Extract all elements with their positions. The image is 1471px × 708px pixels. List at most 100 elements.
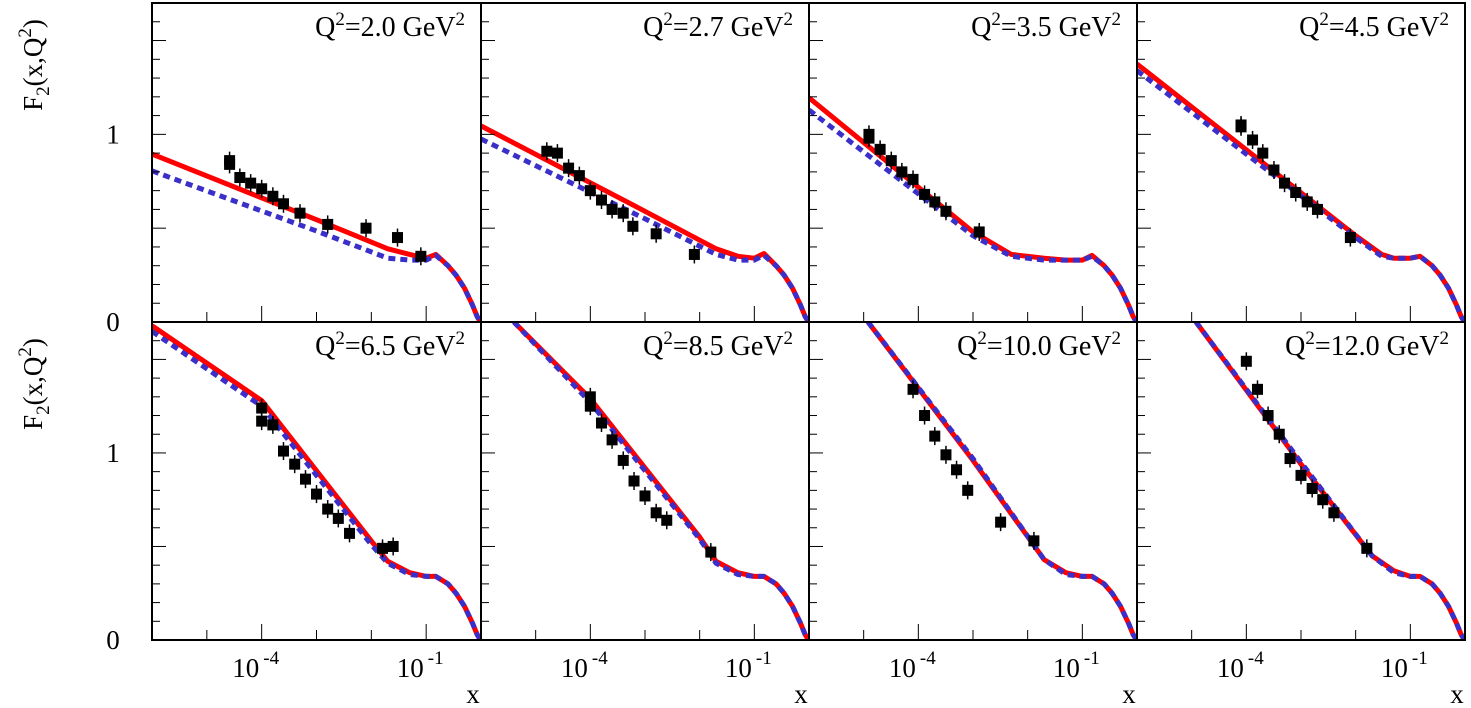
panel-frame [151, 2, 482, 323]
data-point [322, 503, 334, 515]
y-tick-label: 1 [106, 119, 120, 149]
y-tick-label: 1 [106, 438, 120, 468]
plot-area [1193, 322, 1465, 640]
panel-4: Q2=4.5 GeV2 [1136, 2, 1466, 323]
y-ticks [481, 321, 495, 641]
data-point [415, 250, 427, 262]
x-ticks [1136, 624, 1466, 640]
data-point [573, 170, 585, 182]
data-point [1290, 187, 1302, 199]
data-point [256, 402, 268, 414]
x-tick-label: 10 -1 [397, 648, 444, 683]
data-point [289, 458, 301, 470]
plot-area [152, 323, 481, 640]
frames-layer [151, 2, 1466, 641]
data-point [294, 207, 306, 219]
y-ticks [1137, 321, 1151, 641]
panel-q2-label: Q2=8.5 GeV2 [643, 328, 793, 362]
red-curve [152, 323, 481, 640]
blue-dashed-curve [512, 322, 809, 640]
panel-8: Q2=12.0 GeV2 [1136, 321, 1466, 641]
data-point [1284, 453, 1296, 465]
data-point [650, 507, 662, 519]
data-point [661, 514, 673, 526]
panel-2: Q2=2.7 GeV2 [480, 2, 810, 323]
panel-6: Q2=8.5 GeV2 [480, 321, 810, 641]
y-tick-label: 0 [106, 307, 120, 337]
data-point [705, 546, 717, 558]
panel-frame [808, 2, 1138, 323]
x-tick-label: 10 -1 [1381, 648, 1428, 683]
panel-1: Q2=2.0 GeV2 [151, 2, 482, 323]
x-tick-label: 10 -4 [889, 648, 936, 683]
data-point [277, 198, 289, 210]
data-point [322, 218, 334, 230]
x-ticks [151, 624, 482, 640]
red-curve [809, 95, 1137, 322]
plot-area [481, 123, 809, 322]
data-point [907, 173, 919, 185]
data-point [885, 155, 897, 167]
panel-q2-label: Q2=4.5 GeV2 [1299, 9, 1449, 43]
panel-q2-label: Q2=12.0 GeV2 [1285, 328, 1449, 362]
x-tick-label: 10 -1 [1053, 648, 1100, 683]
data-point [299, 473, 311, 485]
red-curve [152, 151, 481, 322]
data-point [1328, 507, 1340, 519]
x-tick-label: 10 -1 [725, 648, 772, 683]
data-point [688, 248, 700, 260]
data-point [332, 512, 344, 524]
data-point [344, 527, 356, 539]
data-point [617, 207, 629, 219]
panel-frame [151, 321, 482, 641]
x-ticks [808, 306, 1138, 322]
y-ticks [809, 2, 823, 323]
data-point [973, 226, 985, 238]
plot-area [866, 322, 1137, 640]
x-axis-label: x [466, 679, 480, 708]
data-point [360, 222, 372, 234]
data-point [1306, 482, 1318, 494]
data-point [907, 383, 919, 395]
data-point [1273, 428, 1285, 440]
x-ticks [1136, 306, 1466, 322]
data-point [1240, 355, 1252, 367]
y-ticks [481, 2, 495, 323]
y-ticks [152, 2, 166, 323]
data-point [1235, 119, 1247, 131]
x-tick-label: 10 -4 [1217, 648, 1264, 683]
plot-area [512, 322, 809, 640]
plot-area [152, 151, 481, 322]
data-point [1257, 147, 1269, 159]
data-point [584, 400, 596, 412]
panel-frame [480, 321, 810, 641]
data-point [256, 183, 268, 195]
y-axis-label: F2(x,Q2) [15, 19, 54, 111]
data-point [595, 417, 607, 429]
data-point [551, 147, 563, 159]
data-point [584, 185, 596, 197]
y-ticks [809, 321, 823, 641]
data-point [940, 449, 952, 461]
panel-frame [1136, 2, 1466, 323]
data-point [628, 475, 640, 487]
red-curve [481, 123, 809, 322]
x-ticks [151, 306, 482, 322]
panel-7: Q2=10.0 GeV2 [808, 321, 1138, 641]
data-point [256, 415, 268, 427]
x-tick-label: 10 -4 [561, 648, 608, 683]
data-point [627, 220, 639, 232]
data-point [929, 196, 941, 208]
data-point [919, 188, 931, 200]
data-point [1311, 203, 1323, 215]
data-point [874, 143, 886, 155]
panel-frame [1136, 321, 1466, 641]
x-axis-label: x [1450, 679, 1464, 708]
panel-frame [808, 321, 1138, 641]
data-point [267, 419, 279, 431]
data-point [277, 445, 289, 457]
blue-dashed-curve [152, 329, 481, 640]
data-point [962, 484, 974, 496]
data-point [563, 162, 575, 174]
